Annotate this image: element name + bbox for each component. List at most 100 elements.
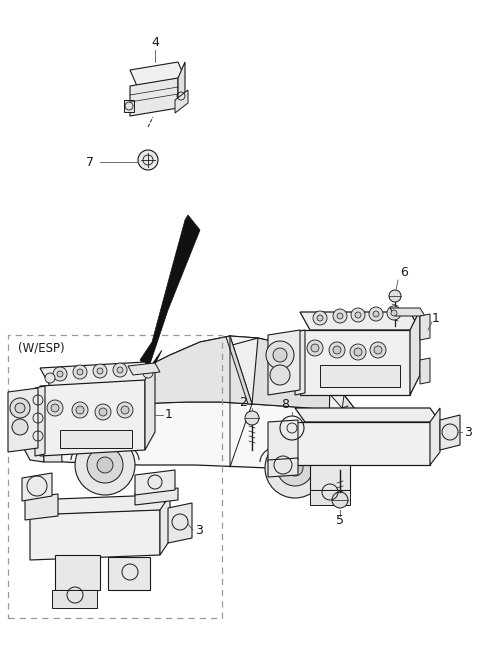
Polygon shape bbox=[268, 458, 298, 477]
Circle shape bbox=[313, 311, 327, 325]
Circle shape bbox=[95, 404, 111, 420]
Polygon shape bbox=[410, 310, 420, 395]
Polygon shape bbox=[390, 308, 425, 316]
Circle shape bbox=[266, 341, 294, 369]
Circle shape bbox=[307, 340, 323, 356]
Polygon shape bbox=[108, 336, 348, 410]
Polygon shape bbox=[22, 473, 52, 501]
Polygon shape bbox=[430, 408, 440, 465]
Polygon shape bbox=[135, 488, 178, 505]
Circle shape bbox=[329, 342, 345, 358]
Circle shape bbox=[374, 346, 382, 354]
Text: 2: 2 bbox=[239, 396, 247, 408]
Circle shape bbox=[245, 411, 259, 425]
Text: 8: 8 bbox=[281, 398, 289, 410]
Circle shape bbox=[87, 447, 123, 483]
Polygon shape bbox=[128, 363, 160, 375]
Circle shape bbox=[355, 312, 361, 318]
Circle shape bbox=[97, 457, 113, 473]
Circle shape bbox=[370, 342, 386, 358]
Circle shape bbox=[373, 311, 379, 317]
Circle shape bbox=[138, 150, 158, 170]
Circle shape bbox=[143, 368, 153, 378]
Polygon shape bbox=[295, 422, 430, 465]
Polygon shape bbox=[295, 408, 440, 422]
Polygon shape bbox=[106, 387, 118, 402]
Circle shape bbox=[53, 367, 67, 381]
Text: 4: 4 bbox=[151, 36, 159, 48]
Polygon shape bbox=[226, 336, 252, 404]
Circle shape bbox=[51, 404, 59, 412]
Circle shape bbox=[45, 373, 55, 383]
Circle shape bbox=[337, 313, 343, 319]
Polygon shape bbox=[295, 330, 305, 395]
Polygon shape bbox=[22, 336, 258, 432]
Circle shape bbox=[387, 306, 401, 320]
Circle shape bbox=[117, 367, 123, 373]
Polygon shape bbox=[145, 362, 155, 450]
Circle shape bbox=[389, 290, 401, 302]
Circle shape bbox=[270, 365, 290, 385]
Bar bbox=[320, 365, 400, 387]
Text: 3: 3 bbox=[195, 524, 203, 536]
Polygon shape bbox=[108, 557, 150, 590]
Circle shape bbox=[99, 408, 107, 416]
Polygon shape bbox=[440, 415, 460, 450]
Polygon shape bbox=[140, 215, 200, 370]
Polygon shape bbox=[22, 415, 44, 462]
Circle shape bbox=[57, 371, 63, 377]
Polygon shape bbox=[420, 358, 430, 384]
Polygon shape bbox=[8, 388, 38, 452]
Polygon shape bbox=[135, 470, 175, 495]
Circle shape bbox=[277, 450, 313, 486]
Circle shape bbox=[369, 307, 383, 321]
Polygon shape bbox=[42, 407, 62, 462]
Circle shape bbox=[15, 403, 25, 413]
Text: 7: 7 bbox=[86, 156, 94, 168]
Polygon shape bbox=[168, 503, 192, 543]
Polygon shape bbox=[420, 314, 430, 340]
Polygon shape bbox=[55, 555, 100, 590]
Text: (W/ESP): (W/ESP) bbox=[18, 341, 65, 355]
Bar bbox=[60, 430, 132, 448]
Circle shape bbox=[265, 438, 325, 498]
Polygon shape bbox=[40, 362, 155, 386]
Circle shape bbox=[333, 309, 347, 323]
Polygon shape bbox=[328, 384, 358, 467]
Polygon shape bbox=[30, 510, 160, 560]
Bar bbox=[8, 335, 222, 618]
Circle shape bbox=[10, 398, 30, 418]
Polygon shape bbox=[35, 386, 45, 456]
Text: 3: 3 bbox=[464, 426, 472, 438]
Polygon shape bbox=[40, 380, 145, 456]
Circle shape bbox=[72, 402, 88, 418]
Circle shape bbox=[332, 492, 348, 508]
Circle shape bbox=[75, 435, 135, 495]
Polygon shape bbox=[22, 392, 110, 438]
Circle shape bbox=[93, 364, 107, 378]
Circle shape bbox=[350, 344, 366, 360]
Polygon shape bbox=[25, 494, 58, 520]
Polygon shape bbox=[252, 338, 348, 410]
Circle shape bbox=[317, 315, 323, 321]
Circle shape bbox=[47, 400, 63, 416]
Circle shape bbox=[391, 310, 397, 316]
Polygon shape bbox=[130, 62, 185, 86]
Polygon shape bbox=[310, 465, 350, 490]
Circle shape bbox=[77, 369, 83, 375]
Text: 1: 1 bbox=[165, 408, 173, 422]
Circle shape bbox=[351, 308, 365, 322]
Polygon shape bbox=[342, 395, 354, 420]
Polygon shape bbox=[52, 590, 97, 608]
Polygon shape bbox=[30, 495, 170, 515]
Circle shape bbox=[287, 460, 303, 476]
Circle shape bbox=[333, 346, 341, 354]
Polygon shape bbox=[22, 368, 358, 468]
Polygon shape bbox=[130, 350, 162, 395]
Circle shape bbox=[117, 402, 133, 418]
Polygon shape bbox=[268, 330, 300, 395]
Polygon shape bbox=[300, 312, 420, 330]
Circle shape bbox=[12, 419, 28, 435]
Circle shape bbox=[113, 363, 127, 377]
Circle shape bbox=[76, 406, 84, 414]
